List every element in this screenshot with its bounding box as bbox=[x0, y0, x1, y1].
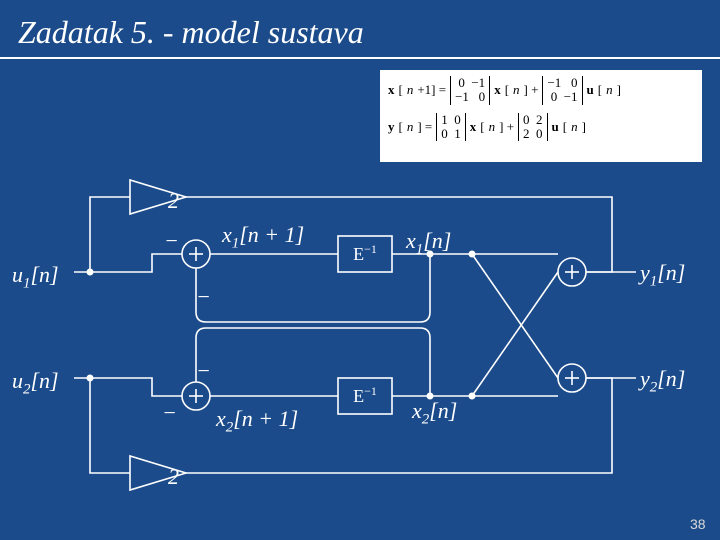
svg-text:E−1: E−1 bbox=[353, 242, 377, 264]
label-y1: y1[n] bbox=[640, 260, 685, 290]
label-gain2: 2 bbox=[168, 464, 179, 490]
label-x1: x1[n] bbox=[406, 228, 451, 258]
label-x1p: x1[n + 1] bbox=[222, 222, 304, 252]
sign-s1-0: − bbox=[164, 228, 179, 254]
sign-s2-0: − bbox=[162, 400, 177, 426]
svg-text:E−1: E−1 bbox=[353, 384, 377, 406]
label-u1: u1[n] bbox=[12, 262, 59, 292]
label-gain1: 2 bbox=[168, 188, 179, 214]
label-u2: u2[n] bbox=[12, 368, 59, 398]
sign-s2-1: − bbox=[196, 358, 211, 384]
label-x2p: x2[n + 1] bbox=[216, 406, 298, 436]
sign-s1-1: − bbox=[196, 284, 211, 310]
block-diagram: E−1 E−1 bbox=[0, 0, 720, 540]
page-number: 38 bbox=[690, 516, 706, 532]
label-y2: y2[n] bbox=[640, 366, 685, 396]
slide-root: Zadatak 5. - model sustava x[n+1] = 0 −1… bbox=[0, 0, 720, 540]
label-x2: x2[n] bbox=[412, 398, 457, 428]
